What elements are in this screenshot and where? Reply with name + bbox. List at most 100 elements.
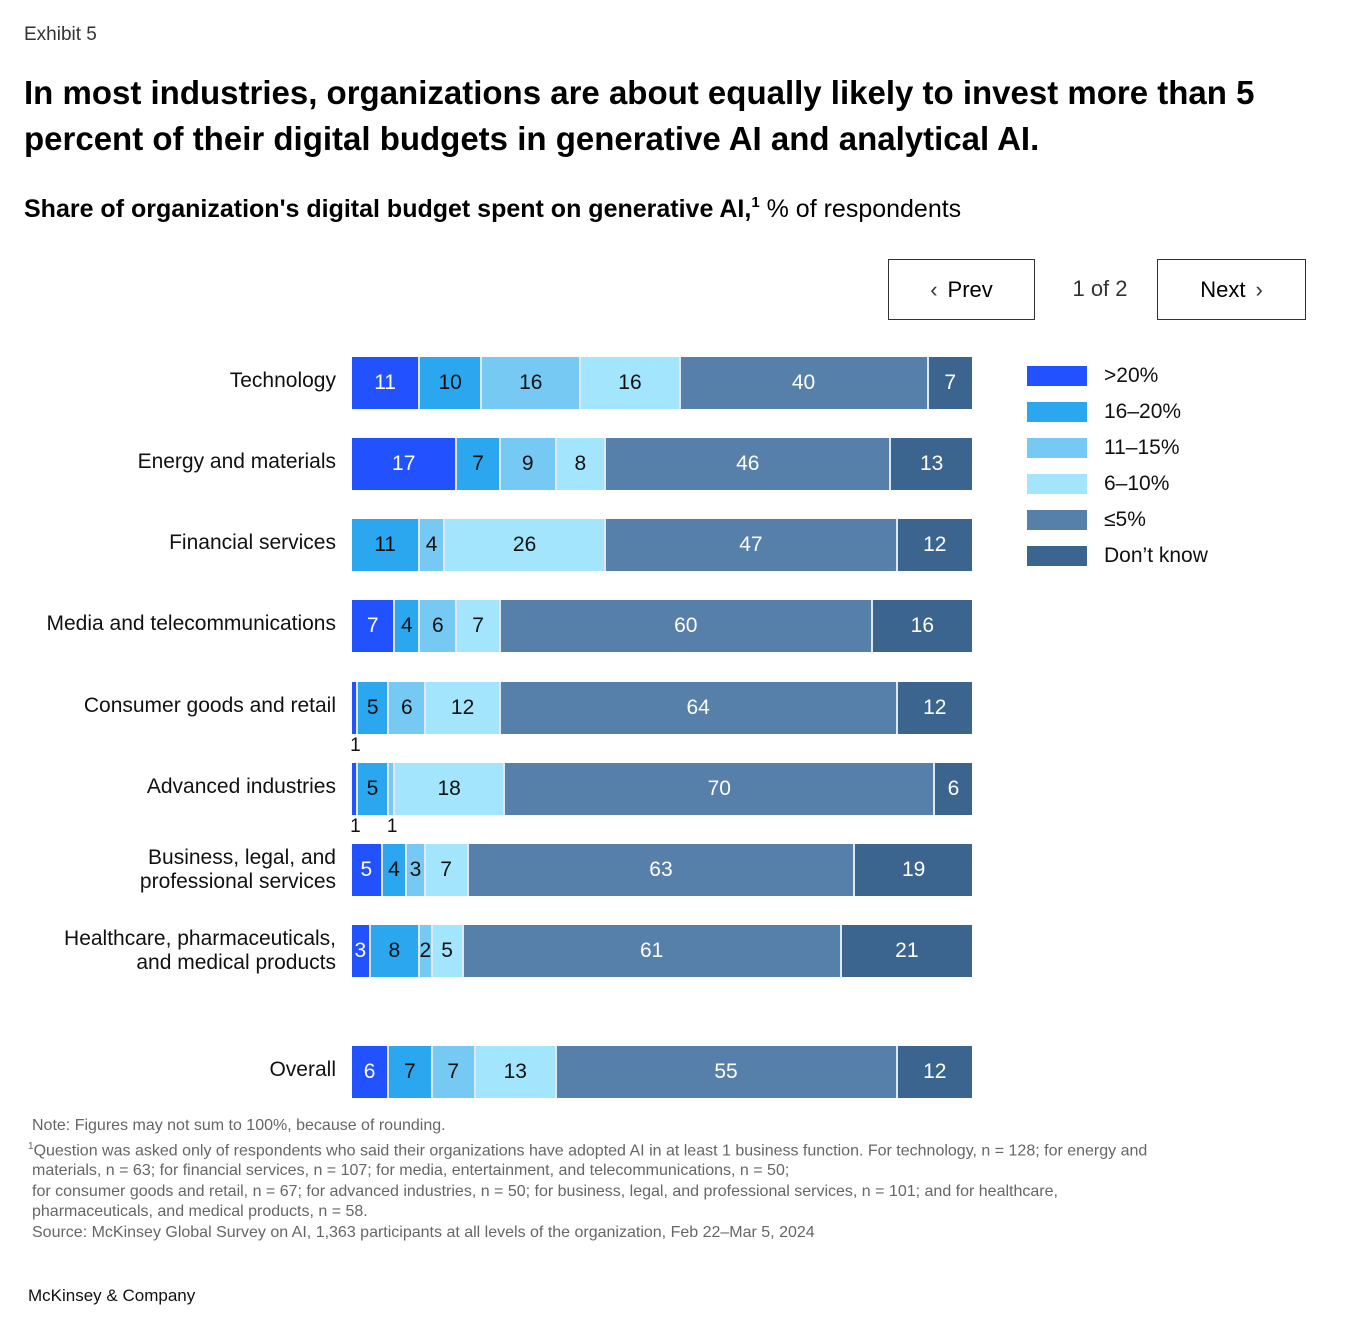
bar-segment: 12 [897,682,972,734]
bar-segment: 7 [457,438,501,490]
data-label: 64 [686,696,710,719]
bar-segment: 3 [407,844,426,896]
data-label: 6 [431,614,444,637]
data-label: 3 [409,858,422,881]
data-label: 2 [419,939,432,962]
data-label: 7 [472,452,484,475]
next-button[interactable]: Next › [1157,259,1306,320]
legend-label: 6–10% [1104,472,1170,495]
chart-legend: >20% 16–20% 11–15% 6–10% ≤5% Don’t know [1027,358,1208,574]
bar-row: 11 10 16 16 40 7 [352,357,972,409]
bar-segment: 7 [928,357,972,409]
bar-segment: 21 [841,925,972,977]
subtitle-footnote-marker: 1 [751,194,760,211]
data-label: 16 [618,371,642,394]
bar-row: 5 4 3 7 63 19 [352,844,972,896]
data-label: 8 [574,452,587,475]
bar-segment: 7 [432,1046,476,1098]
bar-segment: 2 [419,925,433,977]
data-label: 9 [521,452,534,475]
data-label: 7 [472,614,484,637]
data-label-outside: 1 [350,816,361,837]
footnote-line: pharmaceuticals, and medical products, n… [32,1203,368,1221]
bar-segment: 70 [505,763,936,815]
data-label: 13 [919,452,944,475]
bar-segment: 12 [426,682,501,734]
bar-segment: 46 [606,438,892,490]
bar-segment: 4 [395,600,421,652]
data-label: 12 [923,1060,947,1083]
data-label: 26 [512,533,537,556]
data-label: 47 [739,533,763,556]
bar-segment: 7 [352,600,396,652]
subtitle-unit: % of respondents [759,195,962,223]
category-label: Consumer goods and retail [83,694,336,717]
bar-row: 6 7 7 13 55 12 [352,1046,972,1098]
data-label: 55 [714,1060,738,1083]
bar-segment: 19 [855,844,972,896]
footnote-marker: 1 [28,1140,34,1152]
data-label: 8 [388,939,401,962]
category-label: Media and telecommunications [46,612,337,635]
legend-swatch [1027,474,1087,494]
legend-item: ≤5% [1027,502,1208,538]
subtitle-bold: Share of organization's digital budget s… [24,195,752,223]
data-label: 7 [944,371,957,394]
brand-logo-text: McKinsey & Company [28,1286,196,1305]
data-label: 4 [425,533,438,556]
data-label: 12 [923,533,947,556]
chevron-left-icon: ‹ [930,276,938,302]
bar-segment: 6 [389,682,427,734]
data-label: 40 [791,371,816,394]
chart-notes: Note: Figures may not sum to 100%, becau… [28,1116,1328,1243]
data-label: 61 [639,939,664,962]
legend-item: >20% [1027,358,1208,394]
bar-segment: 26 [444,519,607,571]
data-label: 11 [374,371,396,394]
bar-segment: 11 [352,357,421,409]
category-label: Advanced industries [146,775,336,798]
bar-segment: 4 [382,844,408,896]
prev-button[interactable]: ‹ Prev [888,259,1035,320]
bar-segment [388,763,395,815]
data-label: 19 [901,858,926,881]
data-label: 6 [400,696,413,719]
bar-segment: 7 [389,1046,433,1098]
bar-segment: 16 [482,357,582,409]
data-label: 46 [736,452,760,475]
data-label: 70 [707,777,731,800]
data-label: 21 [895,939,919,962]
bar-segment: 61 [463,925,842,977]
bar-segment: 55 [556,1046,898,1098]
bar-segment: 6 [935,763,972,815]
data-label: 11 [374,533,396,556]
bar-row: 3 8 2 5 61 21 [352,925,972,977]
category-label: Business, legal, and professional service… [139,846,336,893]
bar-row: 7 4 6 7 60 16 [352,600,972,652]
page-indicator: 1 of 2 [1072,276,1128,301]
data-label: 3 [354,939,367,962]
data-label: 18 [437,777,461,800]
data-label: 60 [674,614,698,637]
exhibit-label: Exhibit 5 [24,24,97,45]
data-label: 5 [366,777,379,800]
data-label: 4 [400,614,413,637]
bar-segment: 12 [897,519,972,571]
chart-subtitle: Share of organization's digital budget s… [24,194,961,224]
data-label: 63 [649,858,673,881]
bar-segment: 12 [897,1046,972,1098]
note-rounding: Note: Figures may not sum to 100%, becau… [32,1117,446,1134]
bar-segment: 16 [581,357,681,409]
bar-segment: 7 [425,844,469,896]
legend-label: >20% [1104,364,1159,387]
data-label: 5 [366,696,379,719]
bar-segment: 13 [891,438,972,490]
data-label-outside: 1 [350,735,361,756]
bar-segment: 16 [872,600,972,652]
category-label: Healthcare, pharmaceuticals, and medical … [64,927,336,974]
bar-segment: 40 [680,357,929,409]
bar-segment: 8 [370,925,421,977]
legend-item: Don’t know [1027,538,1208,574]
data-label: 7 [404,1060,416,1083]
bar-segment: 6 [352,1046,390,1098]
